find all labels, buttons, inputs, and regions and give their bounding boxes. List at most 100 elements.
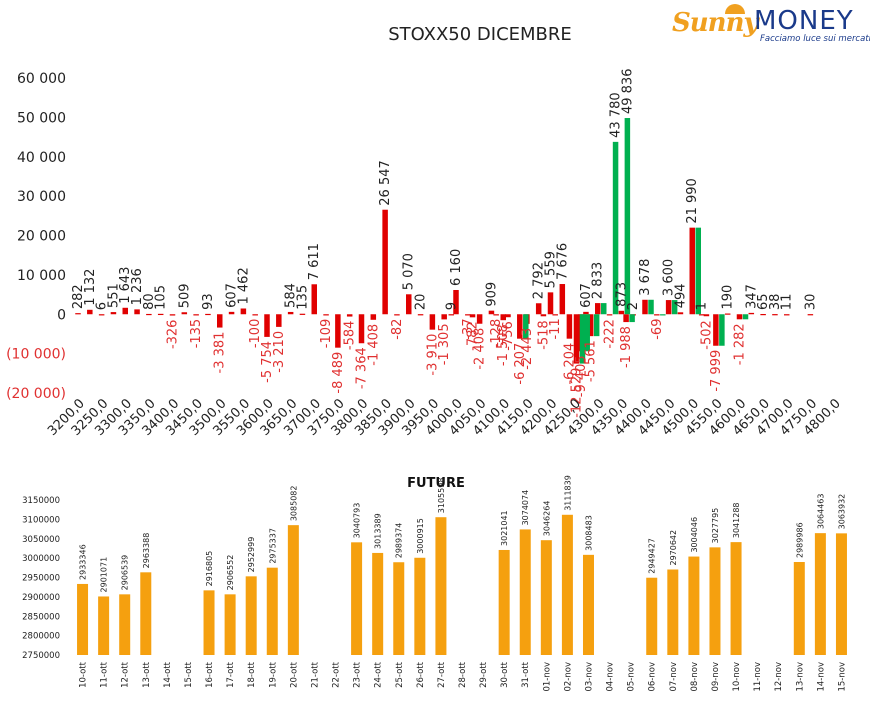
x-tick-label: 30-ott <box>500 661 510 688</box>
x-tick-label: 11-nov <box>753 662 763 692</box>
x-tick-label: 15-ott <box>184 661 194 688</box>
x-tick-label: 07-nov <box>669 662 679 692</box>
data-label: 43 780 <box>609 92 624 138</box>
bar <box>346 314 353 317</box>
bar <box>134 309 140 315</box>
bar <box>573 314 580 364</box>
y-tick-label: 60 000 <box>17 71 66 87</box>
data-label: 584 <box>284 283 299 308</box>
bar <box>266 567 278 655</box>
bar <box>140 572 152 655</box>
bar <box>429 314 436 330</box>
data-label: 5 559 <box>544 251 559 288</box>
data-label: 909 <box>484 282 499 307</box>
x-tick-label: 24-ott <box>374 661 384 688</box>
bar <box>323 314 329 316</box>
sun-icon <box>725 4 745 14</box>
data-label: 2 833 <box>591 262 606 299</box>
bar <box>807 314 814 316</box>
data-label: 2906539 <box>121 555 130 591</box>
bar <box>713 314 719 346</box>
bar <box>264 314 270 337</box>
x-tick-label: 01-nov <box>542 662 552 692</box>
data-label: -69 <box>650 319 665 340</box>
data-label: -11 <box>548 318 563 339</box>
data-label: 1 643 <box>118 267 133 304</box>
x-tick-label: 13-nov <box>795 662 805 692</box>
data-label: -82 <box>390 319 405 340</box>
bar <box>406 294 412 315</box>
bar <box>583 311 589 315</box>
bar <box>660 314 666 316</box>
bar <box>623 314 629 323</box>
data-label: -1 508 <box>496 324 511 366</box>
data-label: 3000915 <box>416 518 425 554</box>
x-tick-label: 14-ott <box>163 661 173 688</box>
data-label: -37 <box>461 318 476 339</box>
bar <box>87 309 93 315</box>
bar <box>582 554 594 655</box>
data-label: 2975337 <box>268 528 277 564</box>
bar <box>606 314 613 316</box>
x-tick-label: 12-ott <box>121 661 131 688</box>
x-tick-label: 19-ott <box>268 661 278 688</box>
y-tick-label: 2950000 <box>22 574 60 584</box>
bar <box>382 209 388 315</box>
bar <box>540 314 547 317</box>
x-tick-label: 12-nov <box>774 662 784 692</box>
data-label: 2906552 <box>226 555 235 591</box>
y-tick-label: 2750000 <box>22 651 60 661</box>
data-label: -518 <box>536 320 551 350</box>
data-label: 3027795 <box>711 508 720 544</box>
bar <box>441 314 447 320</box>
bar <box>724 313 731 315</box>
data-label: 2989986 <box>795 522 804 558</box>
data-label: 282 <box>71 284 86 309</box>
bar <box>593 314 600 337</box>
data-label: 3013389 <box>374 513 383 549</box>
bar <box>793 562 805 655</box>
bar <box>736 314 743 320</box>
bar <box>146 313 152 316</box>
data-label: -9 405 <box>574 355 589 397</box>
bar <box>119 594 131 655</box>
data-label: 2901071 <box>100 557 109 593</box>
data-label: -1 408 <box>366 324 381 366</box>
bar <box>228 311 235 315</box>
data-label: 49 836 <box>620 69 635 115</box>
bar <box>181 312 188 315</box>
data-labels: 2933346 2901071 2906539 2963388 2916805 29065… <box>79 475 847 592</box>
bar <box>299 313 306 315</box>
bar <box>476 314 483 324</box>
bar <box>689 227 695 315</box>
bar <box>601 303 607 315</box>
data-label: -5 561 <box>584 340 599 382</box>
bar <box>535 303 542 315</box>
data-label: -1 988 <box>619 326 634 368</box>
bar <box>784 314 790 316</box>
y-tick-label: 10 000 <box>17 268 66 284</box>
y-tick-label: 0 <box>57 307 66 323</box>
data-label: 1 462 <box>236 267 251 304</box>
bar <box>252 314 258 316</box>
data-label: -3 910 <box>425 334 440 376</box>
data-label: 2 792 <box>532 262 547 299</box>
bar <box>540 540 552 655</box>
stoxx50-open-interest-chart: STOXX50 DICEMBRE 60 000 50 000 40 000 30 00… <box>6 24 844 439</box>
x-tick-label: 03-nov <box>584 662 594 692</box>
bar <box>772 314 778 316</box>
bar <box>224 594 236 655</box>
bar <box>203 590 215 655</box>
bar <box>75 313 81 315</box>
data-label: 5 070 <box>402 253 417 290</box>
x-tick-label: 17-ott <box>226 661 236 688</box>
data-label: 3085082 <box>289 486 298 522</box>
bar <box>435 517 447 655</box>
bar <box>465 314 471 316</box>
data-label: 3063932 <box>837 494 846 530</box>
data-label: 494 <box>673 283 688 308</box>
data-label: -2 408 <box>473 328 488 370</box>
y-axis-ticks: 60 000 50 000 40 000 30 000 20 000 10 000 0 (10… <box>6 71 66 402</box>
data-label: 105 <box>154 285 169 310</box>
x-tick-label: 26-ott <box>416 661 426 688</box>
